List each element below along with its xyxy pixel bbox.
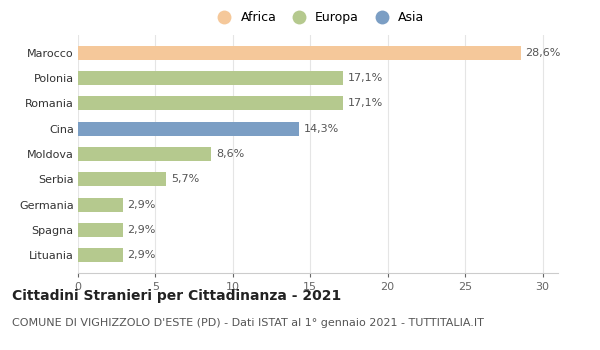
Text: 2,9%: 2,9% xyxy=(128,250,156,260)
Bar xyxy=(78,198,123,211)
Bar xyxy=(78,248,123,262)
Text: 28,6%: 28,6% xyxy=(526,48,561,58)
Bar xyxy=(78,122,299,136)
Text: 17,1%: 17,1% xyxy=(347,73,383,83)
Text: Cittadini Stranieri per Cittadinanza - 2021: Cittadini Stranieri per Cittadinanza - 2… xyxy=(12,289,341,303)
Text: COMUNE DI VIGHIZZOLO D'ESTE (PD) - Dati ISTAT al 1° gennaio 2021 - TUTTITALIA.IT: COMUNE DI VIGHIZZOLO D'ESTE (PD) - Dati … xyxy=(12,318,484,329)
Bar xyxy=(78,71,343,85)
Text: 8,6%: 8,6% xyxy=(216,149,244,159)
Bar xyxy=(78,97,343,110)
Legend: Africa, Europa, Asia: Africa, Europa, Asia xyxy=(212,11,424,24)
Bar xyxy=(78,147,211,161)
Bar xyxy=(78,223,123,237)
Text: 14,3%: 14,3% xyxy=(304,124,340,134)
Bar xyxy=(78,172,166,186)
Bar xyxy=(78,46,521,60)
Text: 17,1%: 17,1% xyxy=(347,98,383,108)
Text: 2,9%: 2,9% xyxy=(128,199,156,210)
Text: 2,9%: 2,9% xyxy=(128,225,156,235)
Text: 5,7%: 5,7% xyxy=(171,174,199,184)
